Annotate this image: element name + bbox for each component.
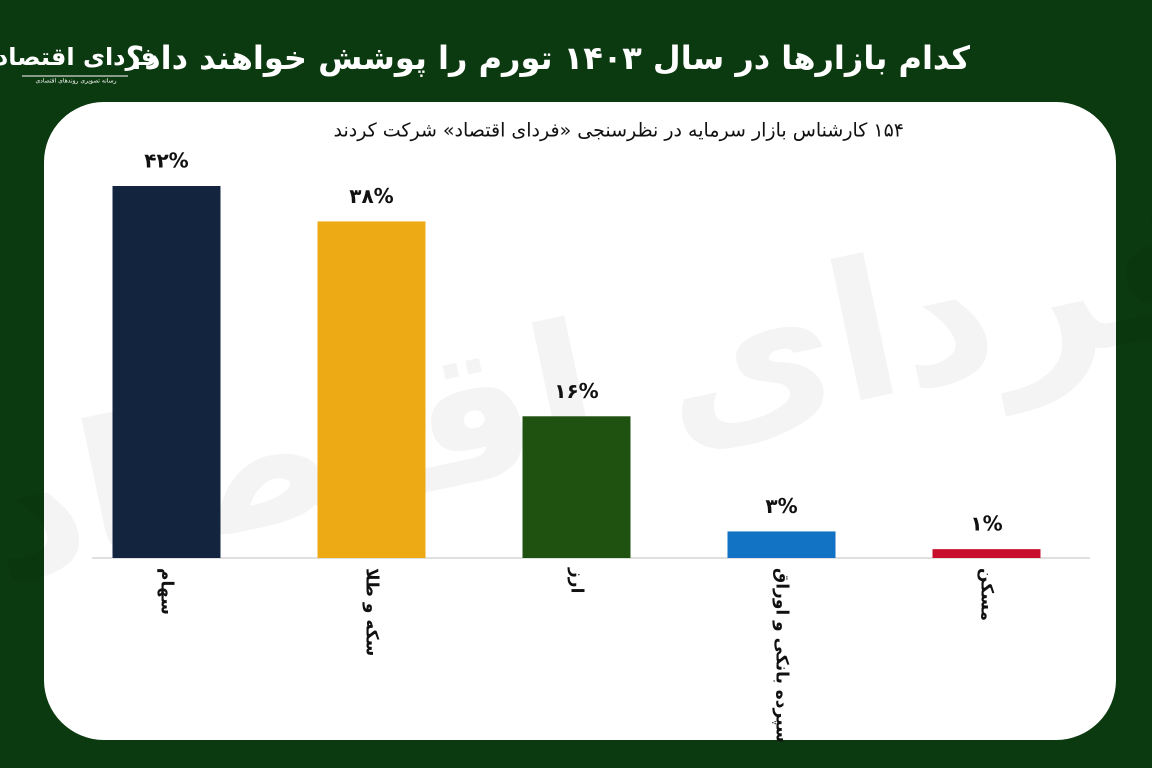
x-tick-label: مسکن <box>977 568 997 621</box>
value-label: ۱% <box>970 512 1002 536</box>
bar <box>522 416 631 558</box>
value-label: ۳% <box>765 494 797 518</box>
bar <box>112 186 221 558</box>
x-tick-label: سپرده بانکی و اوراق <box>772 568 792 743</box>
logo-name: فردای اقتصاد <box>0 43 156 71</box>
bar <box>317 221 426 558</box>
chart-subtitle: ۱۵۴ کارشناس بازار سرمایه در نظرسنجی «فرد… <box>333 120 904 142</box>
value-label: ۱۶% <box>554 379 598 403</box>
x-tick-label: سکه و طلا <box>362 568 382 656</box>
bar <box>727 531 836 558</box>
bar <box>932 549 1041 558</box>
x-tick-label: سهام <box>157 568 177 615</box>
value-label: ۳۸% <box>349 184 393 208</box>
value-label: ۴۲% <box>144 149 188 173</box>
chart-title: کدام بازارها در سال ۱۴۰۳ تورم را پوشش خو… <box>126 39 971 77</box>
logo-tagline: رسانه تصویری روندهای اقتصادی <box>35 78 116 85</box>
x-tick-label: ارز <box>567 567 587 593</box>
